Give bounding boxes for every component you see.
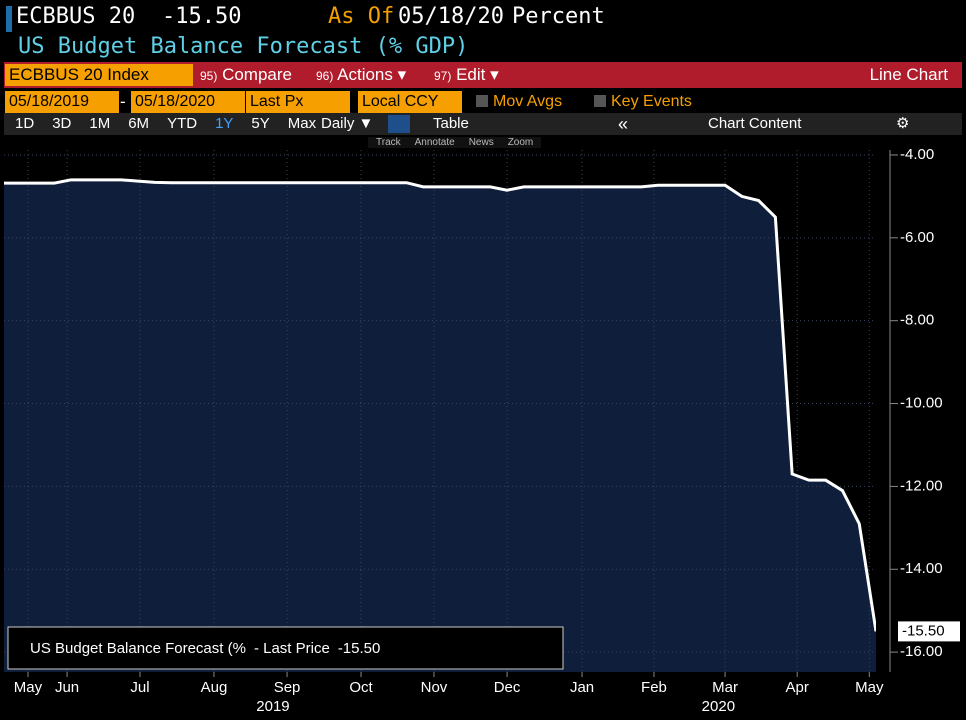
end-date[interactable]: 05/18/2020	[131, 91, 245, 113]
last-label: -15.50	[902, 622, 945, 639]
subtitle: US Budget Balance Forecast (% GDP)	[18, 34, 469, 59]
y-tick-label: -4.00	[900, 146, 934, 163]
tools: Track Annotate News Zoom	[368, 137, 542, 148]
key-events[interactable]: Key Events	[611, 93, 692, 110]
period[interactable]: 3D	[52, 115, 72, 132]
x-tick-label: Jul	[130, 679, 149, 696]
fn-num: 95)	[200, 69, 218, 83]
unit: Percent	[512, 4, 605, 29]
periods: 1D 3D 1M 6M YTD 1Y 5Y Max	[6, 113, 325, 135]
tool[interactable]: Annotate	[414, 137, 455, 148]
start-date[interactable]: 05/18/2019	[5, 91, 119, 113]
chart-content[interactable]: Chart Content	[708, 115, 802, 132]
x-tick-label: Nov	[421, 679, 448, 696]
frequency[interactable]: Daily ▼	[321, 115, 374, 132]
x-tick-label: May	[14, 679, 43, 696]
x-tick-label: Jan	[570, 679, 594, 696]
currency[interactable]: Local CCY	[358, 91, 462, 113]
mov-avgs[interactable]: Mov Avgs	[493, 93, 563, 110]
period[interactable]: 1D	[15, 115, 35, 132]
dash: -	[120, 92, 126, 111]
x-tick-label: May	[855, 679, 884, 696]
y-tick-label: -8.00	[900, 312, 934, 329]
x-tick-label: Feb	[641, 679, 667, 696]
legend-extra: - Last Price	[254, 640, 330, 657]
last-box	[898, 621, 960, 642]
tool[interactable]: Track	[376, 137, 401, 148]
view[interactable]: Line Chart	[869, 65, 948, 84]
as-of: As Of	[328, 4, 395, 29]
security[interactable]: ECBBUS 20 Index	[5, 64, 193, 86]
period[interactable]: 6M	[128, 115, 150, 132]
x-tick-label: Oct	[349, 679, 373, 696]
ticker: ECBBUS 20	[16, 4, 136, 29]
x-tick-label: Apr	[786, 679, 809, 696]
label: Actions ▾	[337, 65, 407, 84]
y-tick-label: -6.00	[900, 229, 934, 246]
y-tick-label: -14.00	[900, 560, 943, 577]
area	[4, 179, 876, 673]
legend	[7, 626, 564, 670]
period[interactable]: 1Y	[215, 115, 234, 132]
legend-value: -15.50	[338, 640, 381, 657]
table[interactable]: Table	[433, 115, 469, 132]
settings[interactable]: ⚙	[896, 115, 910, 132]
x-tick-label: Dec	[494, 679, 521, 696]
actions[interactable]: 96) Actions ▾	[312, 64, 410, 87]
x-tick-label: Sep	[274, 679, 301, 696]
fn-num: 96)	[316, 69, 334, 83]
line	[4, 178, 878, 632]
compare[interactable]: 95) Compare	[196, 64, 296, 87]
legend-text: US Budget Balance Forecast (% - Last Pric…	[30, 640, 380, 657]
period-bar	[4, 113, 962, 135]
edit[interactable]: 97) Edit ▾	[430, 64, 503, 87]
price: -15.50	[162, 4, 242, 29]
period[interactable]: YTD	[167, 115, 198, 132]
collapse[interactable]: «	[618, 114, 629, 134]
x-tick-label: Aug	[201, 679, 228, 696]
date: 05/18/20	[398, 4, 504, 29]
x-tick-label: Jun	[55, 679, 79, 696]
legend-name: US Budget Balance Forecast (%	[30, 640, 246, 657]
chart-icon[interactable]	[388, 115, 410, 133]
period[interactable]: Max	[287, 115, 317, 132]
y-tick-label: -16.00	[900, 643, 943, 660]
year-label: 2020	[702, 698, 735, 715]
y-tick-label: -10.00	[900, 395, 943, 412]
period[interactable]: 5Y	[251, 115, 270, 132]
x-tick-label: Mar	[712, 679, 738, 696]
tool[interactable]: News	[468, 137, 494, 148]
label: Compare	[222, 65, 292, 84]
y-tick-label: -12.00	[900, 477, 943, 494]
checkbox[interactable]	[594, 95, 606, 107]
period[interactable]: 1M	[89, 115, 111, 132]
year-label: 2019	[256, 698, 289, 715]
legend-swatch	[16, 644, 25, 653]
label: Edit ▾	[456, 65, 499, 84]
checkbox[interactable]	[476, 95, 488, 107]
tool[interactable]: Zoom	[507, 137, 534, 148]
fn-num: 97)	[434, 69, 452, 83]
marker	[6, 6, 12, 32]
field[interactable]: Last Px	[246, 91, 350, 113]
